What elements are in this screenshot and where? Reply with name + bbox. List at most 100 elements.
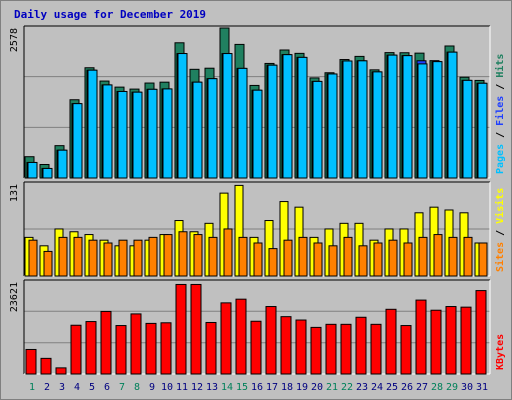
sites-bar xyxy=(88,239,98,277)
kbytes-ymax-label: 23621 xyxy=(9,282,20,312)
pages-bar xyxy=(357,60,368,179)
sites-bar xyxy=(163,234,173,277)
x-tick-label: 30 xyxy=(461,382,473,393)
kbytes-bar xyxy=(235,298,247,375)
x-tick-label: 31 xyxy=(476,382,488,393)
kbytes-bar xyxy=(175,283,187,375)
x-tick-label: 27 xyxy=(416,382,428,393)
sites-bar xyxy=(343,236,353,277)
pages-bar xyxy=(207,78,218,179)
hits-legend-entry: Pages xyxy=(495,144,506,174)
pages-bar xyxy=(132,91,143,179)
sites-bar xyxy=(73,236,83,277)
kbytes-bar xyxy=(160,322,172,375)
sites-bar xyxy=(103,242,113,277)
pages-bar xyxy=(402,55,413,179)
sites-bar xyxy=(463,236,473,277)
sites-bar xyxy=(268,248,278,277)
x-tick-label: 19 xyxy=(296,382,308,393)
kbytes-bar xyxy=(70,324,82,375)
x-tick-label: 25 xyxy=(386,382,398,393)
hits-legend: Pages / Files / Hits xyxy=(494,54,506,174)
x-tick-label: 8 xyxy=(134,382,140,393)
pages-bar xyxy=(162,88,173,179)
kbytes-bar xyxy=(340,323,352,375)
x-tick-label: 11 xyxy=(176,382,188,393)
visits-legend-entry: Visits xyxy=(494,188,506,224)
pages-bar xyxy=(447,51,458,179)
x-tick-label: 10 xyxy=(161,382,173,393)
x-tick-label: 16 xyxy=(251,382,263,393)
pages-bar xyxy=(312,80,323,179)
pages-bar xyxy=(102,84,113,179)
kbytes-bar xyxy=(265,306,277,375)
x-tick-label: 28 xyxy=(431,382,443,393)
kbytes-bar xyxy=(205,321,217,375)
x-tick-label: 15 xyxy=(236,382,248,393)
x-tick-label: 2 xyxy=(44,382,50,393)
kbytes-bar xyxy=(385,308,397,375)
kbytes-bar xyxy=(55,367,67,375)
hits-legend-entry: Hits xyxy=(494,54,506,78)
pages-bar xyxy=(267,64,278,179)
pages-bar xyxy=(222,53,233,179)
pages-bar xyxy=(87,69,98,179)
sites-bar xyxy=(148,236,158,277)
sites-bar xyxy=(178,231,188,277)
pages-bar xyxy=(372,71,383,179)
kbytes-bar xyxy=(145,322,157,375)
sites-bar xyxy=(283,239,293,277)
x-tick-label: 20 xyxy=(311,382,323,393)
kbytes-bar xyxy=(115,325,127,375)
sites-bar xyxy=(403,242,413,277)
chart-title: Daily usage for December 2019 xyxy=(14,8,207,21)
kbytes-bar xyxy=(475,290,487,375)
pages-bar xyxy=(177,53,188,179)
pages-bar xyxy=(297,56,308,179)
pages-bar xyxy=(477,82,488,179)
kbytes-bar xyxy=(100,310,112,375)
kbytes-bar xyxy=(85,321,97,375)
sites-bar xyxy=(118,239,128,277)
sites-bar xyxy=(448,236,458,277)
pages-bar xyxy=(327,73,338,179)
pages-bar xyxy=(192,81,203,179)
x-tick-label: 17 xyxy=(266,382,278,393)
sites-bar xyxy=(433,234,443,277)
pages-bar xyxy=(72,103,83,179)
sites-bar xyxy=(298,236,308,277)
kbytes-bar xyxy=(355,316,367,375)
kbytes-bar xyxy=(220,302,232,375)
kbytes-bar xyxy=(280,316,292,375)
x-tick-label: 3 xyxy=(59,382,65,393)
x-tick-label: 29 xyxy=(446,382,458,393)
sites-bar xyxy=(193,234,203,277)
sites-bar xyxy=(313,242,323,277)
kbytes-bar xyxy=(130,313,142,375)
pages-bar xyxy=(42,167,53,179)
x-tick-label: 5 xyxy=(89,382,95,393)
kbytes-bar xyxy=(295,319,307,375)
pages-bar xyxy=(342,60,353,179)
x-tick-label: 14 xyxy=(221,382,233,393)
visits-legend: Sites / Visits xyxy=(494,188,506,272)
kbytes-bar xyxy=(325,323,337,375)
kbytes-bar xyxy=(310,326,322,375)
kbytes-bar xyxy=(370,323,382,375)
kbytes-legend: KBytes xyxy=(495,334,506,370)
sites-visits-panel xyxy=(23,181,491,277)
x-tick-label: 7 xyxy=(119,382,125,393)
pages-bar xyxy=(417,63,428,179)
pages-bar xyxy=(147,88,158,179)
kbytes-bar xyxy=(40,357,52,375)
kbytes-bar xyxy=(190,283,202,375)
hits-ymax-label: 2578 xyxy=(9,28,20,52)
sites-bar xyxy=(208,236,218,277)
kbytes-panel xyxy=(23,279,491,375)
visits-ymax-label: 131 xyxy=(9,184,20,202)
sites-bar xyxy=(388,239,398,277)
sites-bar xyxy=(133,239,143,277)
pages-bar xyxy=(462,79,473,179)
kbytes-bar xyxy=(430,309,442,375)
